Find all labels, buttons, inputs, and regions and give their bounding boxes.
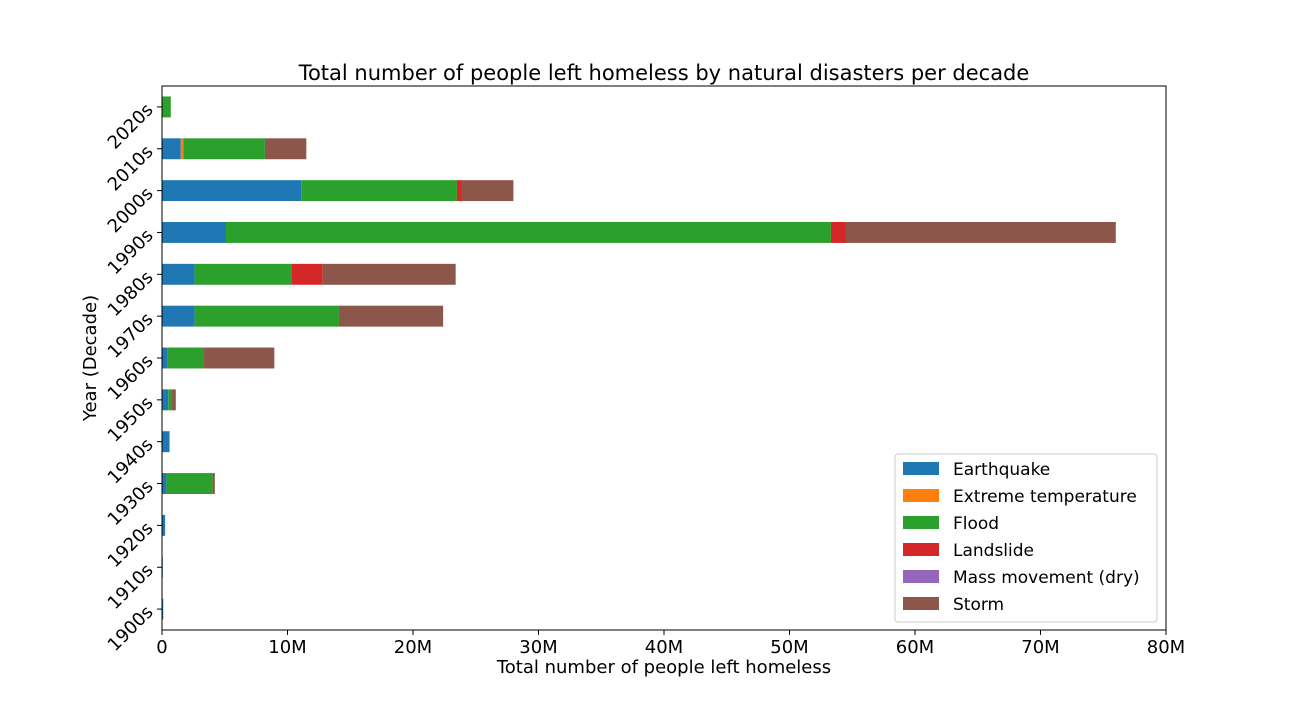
x-tick-label: 0 bbox=[156, 637, 167, 658]
bar-segment bbox=[322, 263, 456, 285]
y-tick-label: 1950s bbox=[104, 393, 158, 447]
y-axis-label: Year (Decade) bbox=[80, 295, 101, 422]
legend-swatch bbox=[903, 543, 939, 556]
bar-segment bbox=[162, 222, 227, 243]
bar-segment bbox=[162, 263, 195, 285]
legend-label: Extreme temperature bbox=[953, 487, 1137, 507]
x-axis-label: Total number of people left homeless bbox=[496, 657, 831, 678]
bar-segment bbox=[168, 389, 173, 411]
legend-label: Landslide bbox=[953, 541, 1034, 561]
bar-segment bbox=[291, 263, 323, 285]
bar-segment bbox=[830, 222, 846, 243]
legend-swatch bbox=[903, 462, 939, 475]
bar-segment bbox=[162, 514, 166, 536]
x-tick-label: 40M bbox=[645, 637, 683, 658]
bar-segment bbox=[845, 222, 1116, 243]
x-tick-label: 80M bbox=[1147, 637, 1185, 658]
bar-segment bbox=[212, 473, 215, 494]
bar-segment bbox=[194, 263, 292, 285]
bar-segment bbox=[166, 473, 213, 494]
x-tick-label: 10M bbox=[268, 637, 306, 658]
bar-segment bbox=[162, 598, 164, 620]
y-tick-label: 2020s bbox=[104, 100, 158, 154]
bar-segment bbox=[461, 180, 514, 202]
bar-segment bbox=[180, 138, 184, 160]
x-tick-label: 50M bbox=[770, 637, 808, 658]
y-tick-label: 2010s bbox=[104, 141, 158, 195]
bar-segment bbox=[162, 305, 195, 327]
legend-label: Mass movement (dry) bbox=[953, 568, 1140, 588]
bar-segment bbox=[338, 305, 444, 327]
bar-segment bbox=[162, 431, 170, 453]
bar-segment bbox=[204, 347, 275, 369]
bar-segment bbox=[172, 389, 176, 411]
bar-segment bbox=[264, 138, 307, 160]
y-axis-ticks: 1900s1910s1920s1930s1940s1950s1960s1970s… bbox=[104, 100, 162, 656]
bar-segment bbox=[183, 138, 265, 160]
bar-segment bbox=[456, 180, 462, 202]
legend-label: Storm bbox=[953, 595, 1004, 615]
y-tick-label: 1920s bbox=[104, 518, 158, 572]
legend-swatch bbox=[903, 570, 939, 583]
legend-swatch bbox=[903, 489, 939, 502]
bar-segment bbox=[162, 389, 169, 411]
legend-box bbox=[894, 453, 1158, 623]
x-tick-label: 60M bbox=[896, 637, 934, 658]
y-tick-label: 1980s bbox=[104, 267, 158, 321]
y-tick-label: 1930s bbox=[104, 476, 158, 530]
legend-swatch bbox=[903, 516, 939, 529]
x-tick-label: 20M bbox=[394, 637, 432, 658]
legend: Earthquake Extreme temperature Flood Landsl… bbox=[894, 453, 1158, 623]
bar-segment bbox=[162, 473, 167, 494]
x-axis-ticks: 0 10M 20M 30M 40M 50M 60M 70M 80M bbox=[156, 630, 1185, 658]
y-tick-label: 1940s bbox=[104, 434, 158, 488]
legend-swatch bbox=[903, 597, 939, 610]
legend-label: Flood bbox=[953, 514, 999, 534]
y-tick-label: 2000s bbox=[104, 183, 158, 237]
bar-segment bbox=[162, 180, 302, 202]
bars-group bbox=[162, 96, 1116, 620]
bar-segment bbox=[162, 138, 181, 160]
y-tick-label: 1970s bbox=[104, 309, 158, 363]
y-tick-label: 1910s bbox=[104, 560, 158, 614]
bar-segment bbox=[301, 180, 457, 202]
bar-segment bbox=[162, 347, 168, 369]
y-tick-label: 1990s bbox=[104, 225, 158, 279]
x-tick-label: 70M bbox=[1021, 637, 1059, 658]
x-tick-label: 30M bbox=[519, 637, 557, 658]
bar-segment bbox=[194, 305, 339, 327]
y-tick-label: 1900s bbox=[104, 602, 158, 656]
bar-segment bbox=[162, 96, 171, 118]
bar-segment bbox=[226, 222, 831, 243]
bar-segment bbox=[214, 473, 215, 494]
chart-title: Total number of people left homeless by … bbox=[298, 61, 1030, 85]
legend-label: Earthquake bbox=[953, 460, 1050, 480]
bar-segment bbox=[167, 347, 205, 369]
y-tick-label: 1960s bbox=[104, 351, 158, 405]
